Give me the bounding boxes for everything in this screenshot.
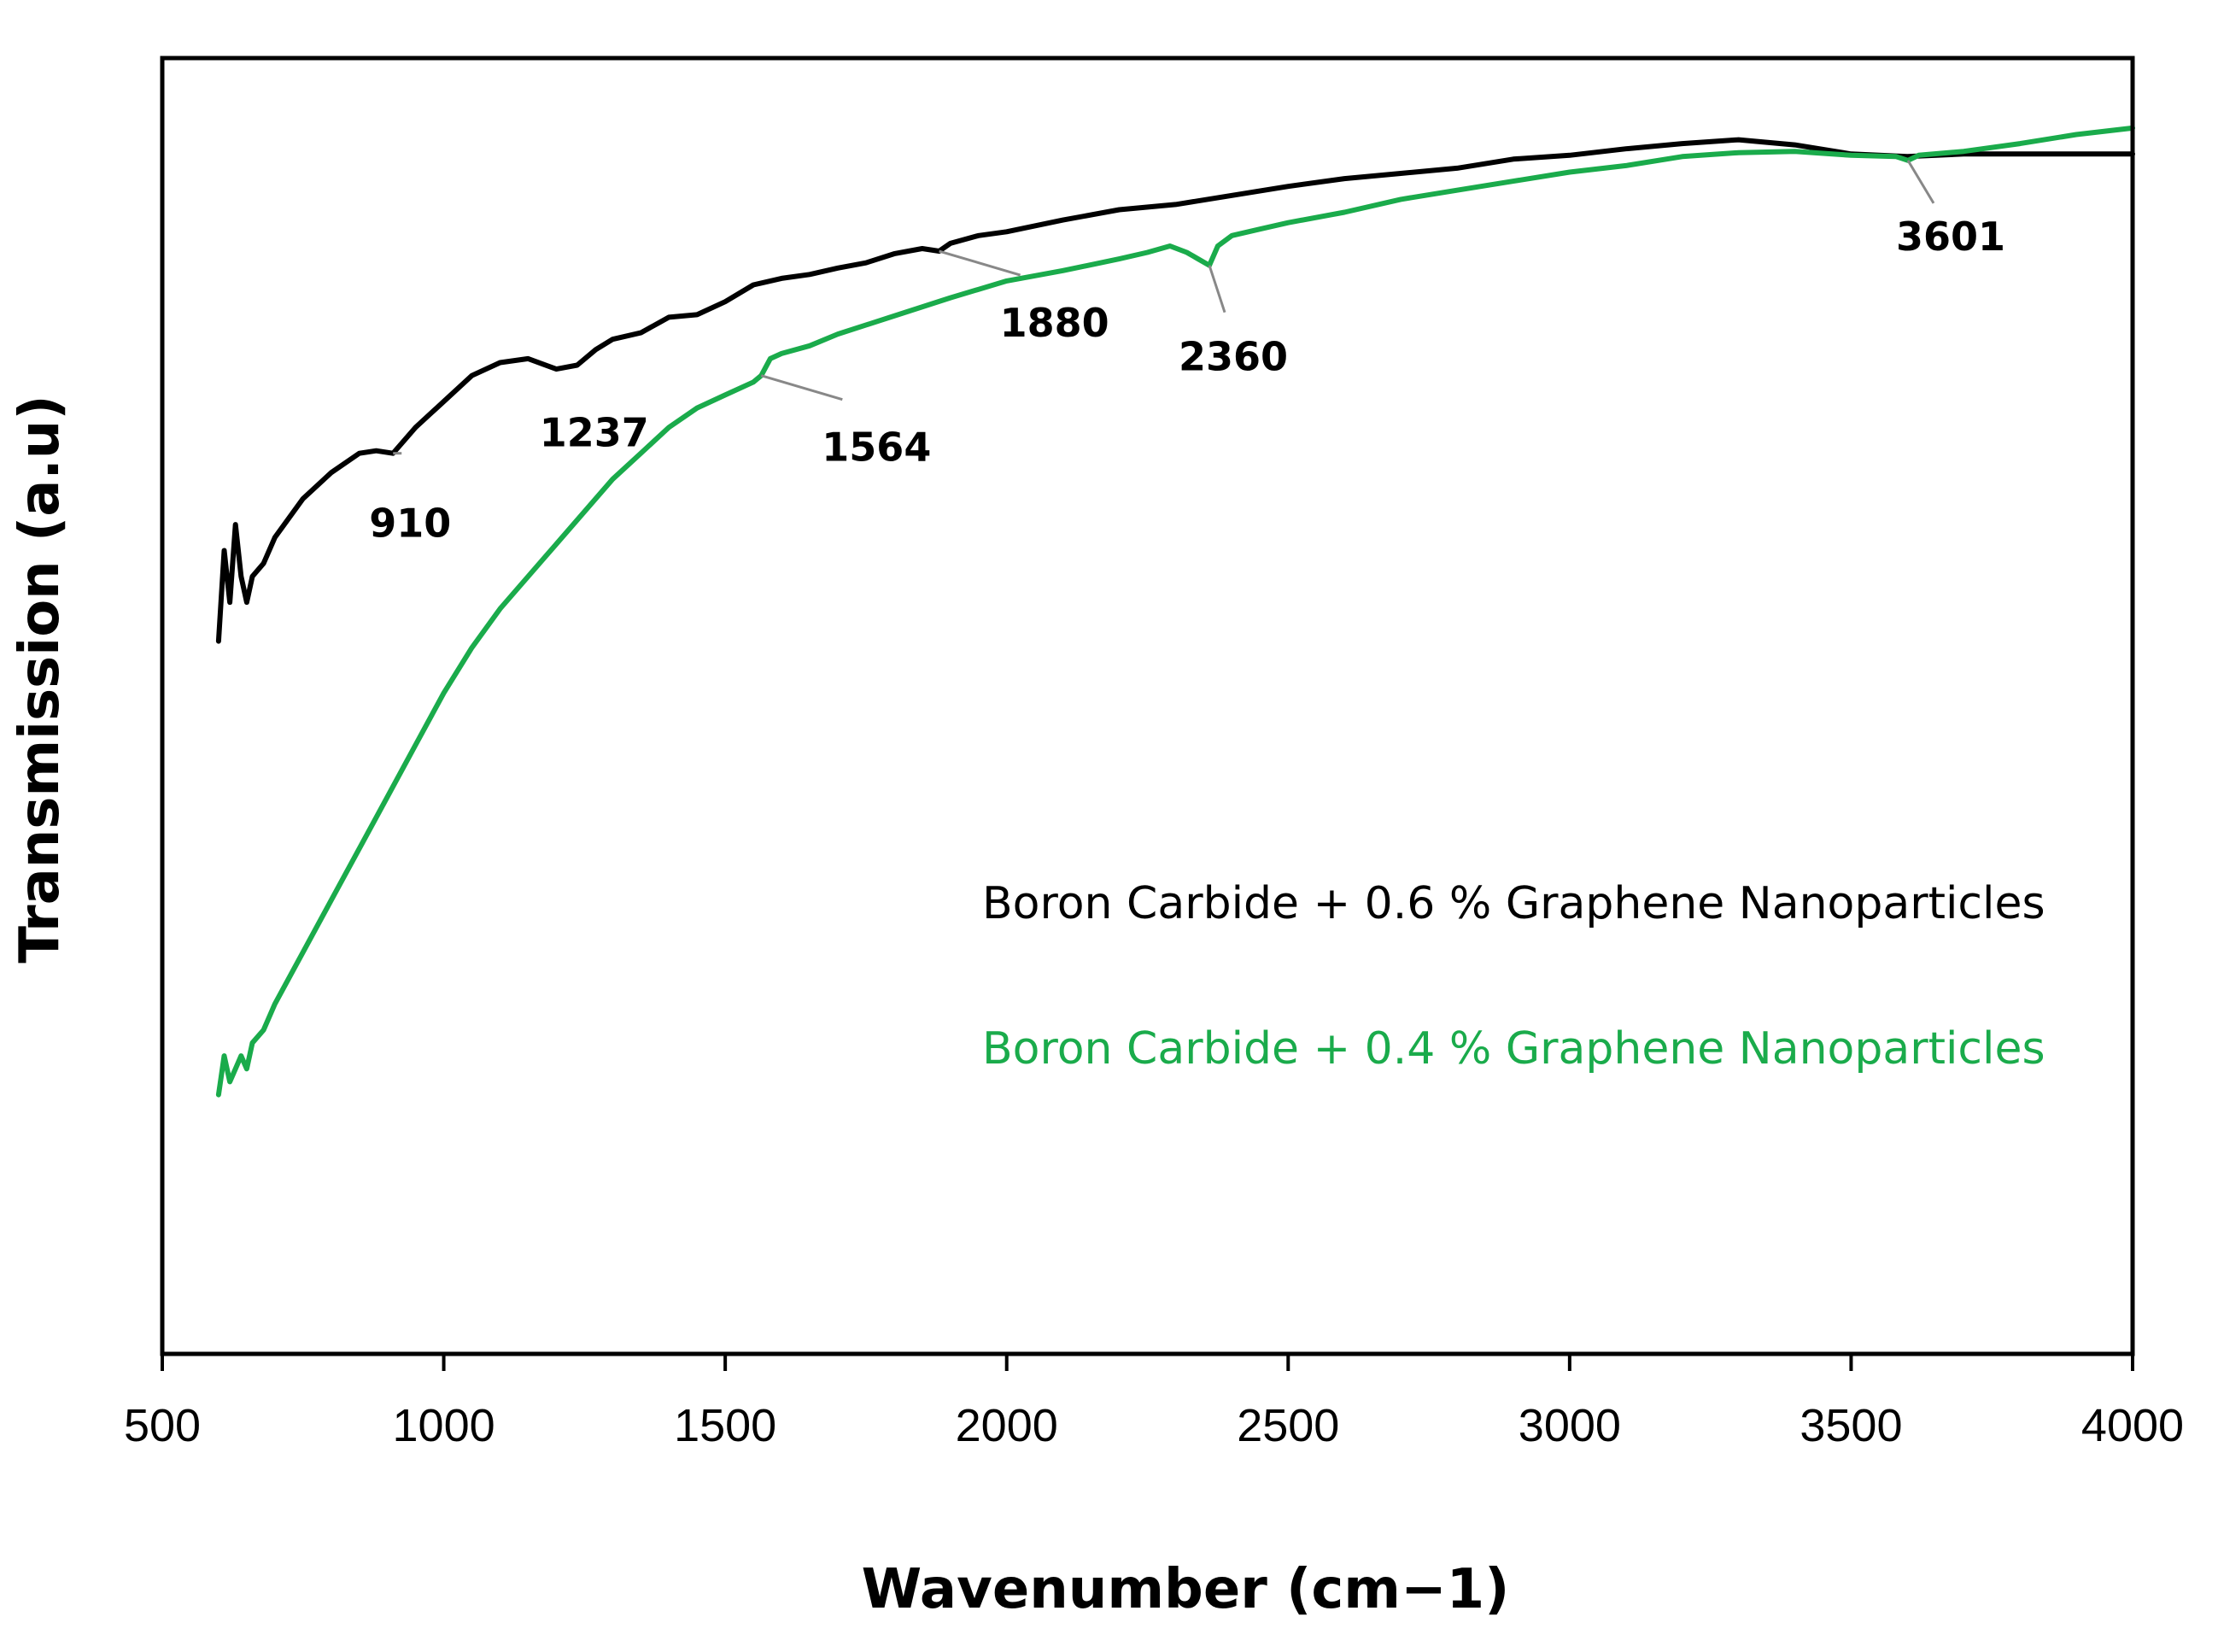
x-tick-label: 2500 [1237,1400,1339,1451]
peak-label-1880: 1880 [1000,300,1109,346]
x-tick-label: 2000 [956,1400,1058,1451]
annotation-layer: 910 1237 1880 3601 2360 1564 [369,160,2005,547]
series-layer [215,125,2135,1098]
x-tick-label: 4000 [2081,1400,2184,1451]
peak-label-3601: 3601 [1896,214,2005,260]
legend-entry-0-6-percent: Boron Carbide + 0.6 % Graphene Nanoparti… [982,878,2045,929]
x-axis-title: Wavenumber (cm−1) [862,1558,1510,1621]
peak-label-1564: 1564 [822,425,931,471]
x-axis-ticks: 500 1000 1500 2000 2500 3000 3500 4000 [124,1354,2184,1451]
annotation-leader-line [939,249,1021,277]
x-tick-label: 3000 [1519,1400,1621,1451]
peak-label-910: 910 [369,501,451,547]
series-line-0 [215,137,2135,644]
annotation-leader-line [1208,265,1226,313]
plot-area-frame [160,56,2135,1356]
legend-entry-0-4-percent: Boron Carbide + 0.4 % Graphene Nanoparti… [982,1023,2045,1075]
peak-label-2360: 2360 [1179,334,1288,380]
series-line-1 [215,125,2135,1098]
x-tick-label: 1000 [393,1400,495,1451]
x-tick-label: 500 [124,1400,201,1451]
x-tick-label: 1500 [674,1400,776,1451]
annotation-leader-line [1906,160,1935,204]
x-tick-label: 3500 [1800,1400,1902,1451]
peak-label-1237: 1237 [540,410,649,456]
y-axis-title: Transmission (a.u) [9,395,72,963]
annotation-leader-line [760,374,843,401]
